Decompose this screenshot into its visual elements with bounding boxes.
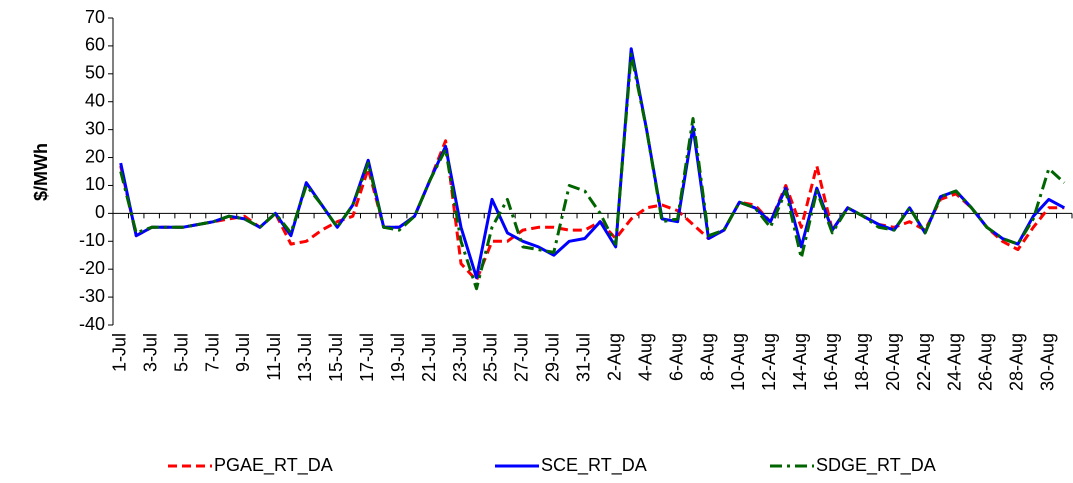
x-tick-label: 12-Aug [759, 333, 779, 391]
x-tick-label: 30-Aug [1038, 333, 1058, 391]
series-line [119, 139, 1065, 282]
legend-label: SDGE_RT_DA [816, 455, 936, 476]
series-line [119, 52, 1066, 291]
x-tick-label: 2-Aug [604, 333, 624, 381]
x-tick-label: 4-Aug [635, 333, 655, 381]
x-tick-label: 13-Jul [295, 333, 315, 382]
x-tick-label: 11-Jul [264, 333, 284, 381]
legend-label: SCE_RT_DA [541, 455, 647, 476]
x-tick-label: 5-Jul [171, 333, 191, 372]
x-tick-label: 24-Aug [945, 333, 965, 391]
series-line [119, 47, 1066, 280]
x-tick-label: 27-Jul [512, 333, 532, 382]
x-tick-label: 9-Jul [233, 333, 253, 372]
y-tick-label: 60 [85, 35, 105, 55]
y-axis-label: $/MWh [31, 143, 51, 201]
x-tick-label: 31-Jul [574, 333, 594, 382]
y-tick-label: 40 [85, 90, 105, 110]
y-tick-label: 30 [85, 118, 105, 138]
y-tick-label: 70 [85, 7, 105, 27]
x-tick-label: 25-Jul [481, 333, 501, 382]
x-tick-label: 23-Jul [450, 333, 470, 382]
x-tick-label: 7-Jul [202, 333, 222, 372]
x-tick-label: 19-Jul [388, 333, 408, 382]
x-tick-label: 22-Aug [914, 333, 934, 391]
x-tick-label: 8-Aug [697, 333, 717, 381]
x-tick-label: 26-Aug [976, 333, 996, 391]
x-tick-label: 29-Jul [543, 333, 563, 382]
x-tick-label: 6-Aug [666, 333, 686, 381]
y-tick-label: 20 [85, 146, 105, 166]
x-tick-label: 3-Jul [140, 333, 160, 372]
y-tick-label: 50 [85, 63, 105, 83]
x-tick-label: 10-Aug [728, 333, 748, 391]
legend-label: PGAE_RT_DA [214, 455, 333, 476]
x-tick-label: 28-Aug [1007, 333, 1027, 391]
y-tick-label: -10 [79, 230, 105, 250]
x-tick-label: 14-Aug [790, 333, 810, 391]
y-tick-label: -40 [79, 314, 105, 334]
x-tick-label: 20-Aug [883, 333, 903, 391]
x-tick-label: 21-Jul [419, 333, 439, 382]
x-tick-label: 17-Jul [357, 333, 377, 382]
y-tick-label: -30 [79, 286, 105, 306]
x-tick-label: 15-Jul [326, 333, 346, 382]
y-tick-label: 0 [95, 202, 105, 222]
x-tick-label: 18-Aug [852, 333, 872, 391]
y-tick-label: 10 [85, 174, 105, 194]
y-tick-label: -20 [79, 258, 105, 278]
x-tick-label: 16-Aug [821, 333, 841, 391]
x-tick-label: 1-Jul [109, 333, 129, 372]
